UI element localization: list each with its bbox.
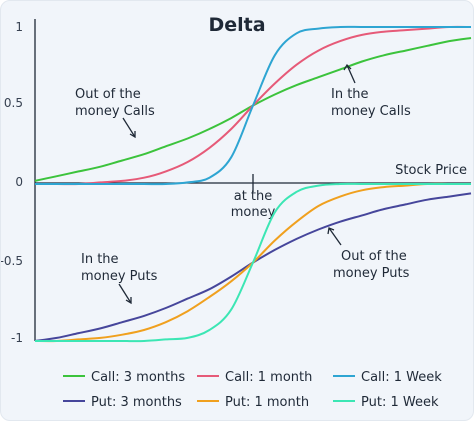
annotation-otm-puts-line2: money Puts <box>333 266 410 281</box>
annotation-itm-puts-line2: money Puts <box>81 269 158 284</box>
annotation-itm-calls-line2: money Calls <box>331 104 411 119</box>
legend-label: Call: 1 Week <box>361 370 442 385</box>
arrow-icon <box>343 63 356 84</box>
y-tick-label: 0 <box>15 175 23 189</box>
atm-label-line1: at the <box>234 189 273 204</box>
legend-label: Put: 1 Week <box>361 395 439 410</box>
annotation-otm-puts-line1: Out of the <box>341 249 407 264</box>
chart-title: Delta <box>208 14 265 36</box>
y-tick-label: -0.5 <box>1 254 23 268</box>
y-tick-label: -1 <box>11 331 23 345</box>
legend-label: Call: 1 month <box>225 370 312 385</box>
legend-label: Put: 3 months <box>91 395 182 410</box>
annotation-itm-puts-line1: In the <box>81 252 119 267</box>
y-tick-label: 0.5 <box>4 96 23 110</box>
legend: Call: 3 months Call: 1 month Call: 1 Wee… <box>63 370 442 410</box>
arrow-icon <box>118 283 132 305</box>
series-line-put-1-week <box>35 182 471 343</box>
y-tick-label: 1 <box>15 20 23 34</box>
x-axis-label: Stock Price <box>395 163 467 178</box>
annotation-otm-calls-line1: Out of the <box>75 87 141 102</box>
annotation-otm-calls-line2: money Calls <box>75 104 155 119</box>
legend-label: Call: 3 months <box>91 370 185 385</box>
legend-label: Put: 1 month <box>225 395 309 410</box>
arrow-icon <box>122 117 136 139</box>
series-layer <box>34 25 472 343</box>
annotation-itm-calls-line1: In the <box>331 87 369 102</box>
arrow-icon <box>327 227 342 246</box>
series-line-call-1-week <box>35 25 471 186</box>
atm-label-line2: money <box>231 205 276 220</box>
